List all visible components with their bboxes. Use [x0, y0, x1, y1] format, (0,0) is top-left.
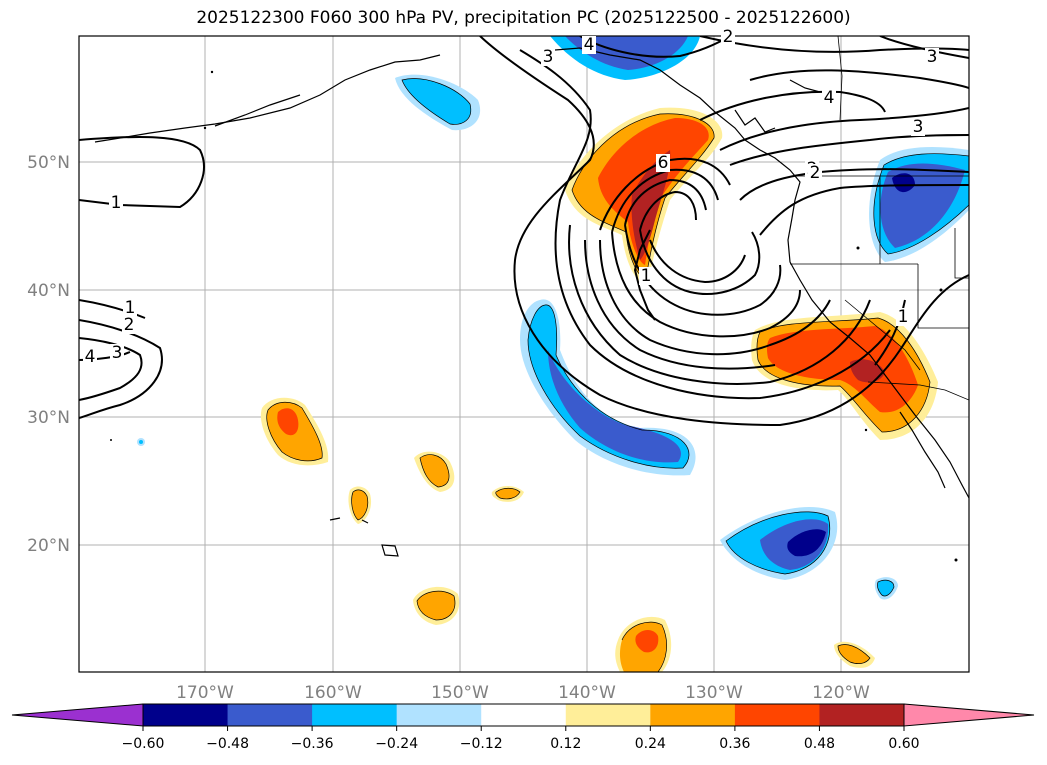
contour-label-bg [639, 267, 653, 285]
lon-label: 140°W [558, 683, 616, 703]
lon-label: 170°W [176, 683, 234, 703]
contour-label-bg [122, 316, 136, 334]
contour-label-bg [808, 164, 822, 182]
colorbar-tick-label: −0.24 [375, 736, 418, 752]
map-frame [78, 35, 970, 673]
contour-label: 4 [85, 347, 96, 367]
contour-label: 1 [111, 193, 122, 213]
contour-label: 3 [927, 47, 938, 67]
contour-label-bg [822, 89, 836, 107]
colorbar-segment [481, 704, 567, 726]
contour-label-bg [110, 344, 124, 362]
contour-label-bg [925, 48, 939, 66]
colorbar-extend-low [11, 703, 144, 727]
colorbar-extend-high [903, 703, 1035, 727]
colorbar-segment [565, 704, 651, 726]
lon-label: 150°W [431, 683, 489, 703]
contour-label-bg [541, 48, 555, 66]
contour-label-bg [656, 154, 670, 172]
colorbar-tick-label: −0.12 [460, 736, 503, 752]
precip-negative-alaska [395, 74, 481, 131]
latitude-labels: 50°N 40°N 30°N 20°N [27, 153, 70, 556]
contour-label-bg [721, 28, 735, 46]
lat-label: 30°N [27, 408, 70, 428]
political-borders [790, 36, 969, 401]
contour-label: 4 [824, 88, 835, 108]
colorbar-segment [650, 704, 736, 726]
contour-label-bg [83, 348, 97, 366]
contour-labels: 1233461123423421 [83, 27, 939, 367]
colorbar: −0.60 −0.48 −0.36 −0.24 −0.12 0.12 0.24 0.36 0.4… [11, 703, 1035, 752]
colorbar-tick-label: −0.36 [291, 736, 334, 752]
map-specks [110, 70, 958, 562]
colorbar-tick-label: 0.60 [888, 736, 919, 752]
contour-label: 2 [810, 163, 821, 183]
precip-negative-south [720, 507, 838, 580]
lon-label: 130°W [685, 683, 743, 703]
map-content [79, 36, 969, 672]
colorbar-tick-label: 0.12 [550, 736, 581, 752]
colorbar-segment [143, 704, 229, 726]
lon-label: 160°W [304, 683, 362, 703]
contour-label: 4 [584, 35, 595, 55]
contour-label-bg [582, 36, 596, 54]
precip-negative-offshore [520, 299, 696, 476]
lat-label: 50°N [27, 153, 70, 173]
contour-label-bg [896, 308, 910, 326]
contour-label: 3 [112, 343, 123, 363]
contour-label: 2 [124, 315, 135, 335]
colorbar-segment [734, 704, 820, 726]
contour-label: 6 [658, 153, 669, 173]
lat-label: 40°N [27, 281, 70, 301]
colorbar-tick-label: 0.24 [635, 736, 666, 752]
colorbar-segment [312, 704, 398, 726]
colorbar-tick-label: −0.60 [122, 736, 165, 752]
contour-label: 1 [641, 266, 652, 286]
colorbar-tick-label: 0.36 [719, 736, 750, 752]
contour-label: 3 [913, 117, 924, 137]
contour-label-bg [911, 118, 925, 136]
colorbar-frame [142, 703, 905, 727]
pv-contours [79, 36, 969, 427]
lat-label: 20°N [27, 536, 70, 556]
lon-label: 120°W [812, 683, 870, 703]
longitude-labels: 170°W 160°W 150°W 140°W 130°W 120°W [176, 683, 870, 703]
coastlines [94, 47, 969, 557]
colorbar-tick-label: 0.48 [804, 736, 835, 752]
colorbar-segment [227, 704, 313, 726]
contour-label: 2 [723, 27, 734, 47]
contour-label-bg [123, 299, 137, 317]
contour-label: 1 [898, 307, 909, 327]
map-title: 2025122300 F060 300 hPa PV, precipitatio… [196, 8, 851, 28]
contour-label: 1 [125, 298, 136, 318]
colorbar-segment [819, 704, 905, 726]
contour-label: 3 [543, 47, 554, 67]
contour-label-bg [109, 194, 123, 212]
colorbar-segment [396, 704, 482, 726]
colorbar-tick-label: −0.48 [206, 736, 249, 752]
